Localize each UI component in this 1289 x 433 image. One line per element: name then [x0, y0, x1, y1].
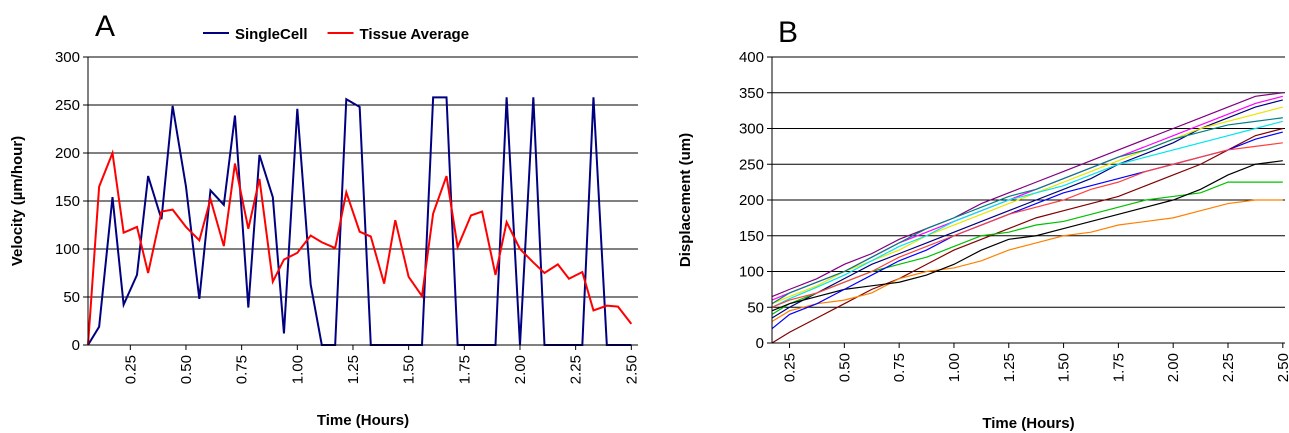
- y-tick-label: 0: [72, 337, 80, 354]
- x-tick-label: 2.50: [1275, 353, 1289, 382]
- x-tick-label: 2.00: [1165, 353, 1182, 382]
- series-line: [771, 120, 1283, 308]
- y-tick-label: 200: [739, 192, 764, 209]
- panel-title: A: [95, 10, 115, 43]
- y-tick-label: 400: [739, 49, 764, 66]
- series-line: [771, 142, 1283, 308]
- series-line: [87, 96, 632, 346]
- series-line: [771, 160, 1283, 312]
- x-tick-label: 1.00: [946, 353, 963, 382]
- x-tick-label: 0.75: [234, 355, 251, 384]
- y-tick-label: 350: [739, 85, 764, 102]
- x-tick-label: 2.25: [568, 355, 585, 384]
- y-tick-label: 150: [739, 228, 764, 245]
- y-tick-label: 150: [55, 193, 80, 210]
- series-line: [87, 149, 633, 346]
- legend-label: Tissue Average: [360, 26, 470, 43]
- x-tick-label: 1.75: [456, 355, 473, 384]
- x-tick-label: 1.25: [345, 355, 362, 384]
- x-tick-label: 0.25: [122, 355, 139, 384]
- series-line: [771, 92, 1283, 298]
- panel-title: B: [778, 16, 798, 49]
- y-tick-label: 300: [55, 49, 80, 66]
- y-tick-label: 100: [739, 264, 764, 281]
- series-line: [771, 199, 1283, 323]
- x-tick-label: 1.00: [289, 355, 306, 384]
- x-axis-label: Time (Hours): [317, 412, 409, 429]
- x-tick-label: 2.00: [512, 355, 529, 384]
- x-tick-label: 0.50: [178, 355, 195, 384]
- series-line: [771, 106, 1283, 305]
- y-tick-label: 50: [747, 299, 764, 316]
- x-tick-label: 1.50: [1056, 353, 1073, 382]
- series-line: [771, 117, 1283, 305]
- x-tick-label: 1.25: [1001, 353, 1018, 382]
- x-tick-label: 0.50: [836, 353, 853, 382]
- y-tick-label: 250: [55, 97, 80, 114]
- y-tick-label: 0: [756, 335, 764, 352]
- y-axis-label: Displacement (um): [677, 133, 694, 267]
- y-tick-label: 200: [55, 145, 80, 162]
- legend-label: SingleCell: [235, 26, 308, 43]
- y-tick-label: 250: [739, 156, 764, 173]
- x-tick-label: 2.25: [1220, 353, 1237, 382]
- x-tick-label: 2.50: [623, 355, 640, 384]
- x-tick-label: 1.75: [1110, 353, 1127, 382]
- x-tick-label: 1.50: [401, 355, 418, 384]
- series-line: [771, 127, 1283, 344]
- y-tick-label: 100: [55, 241, 80, 258]
- y-tick-label: 50: [63, 289, 80, 306]
- y-axis-label: Velocity (µm/hour): [9, 136, 26, 266]
- y-tick-label: 300: [739, 121, 764, 138]
- x-tick-label: 0.25: [782, 353, 799, 382]
- x-axis-label: Time (Hours): [982, 415, 1074, 432]
- series-line: [771, 181, 1283, 315]
- x-tick-label: 0.75: [891, 353, 908, 382]
